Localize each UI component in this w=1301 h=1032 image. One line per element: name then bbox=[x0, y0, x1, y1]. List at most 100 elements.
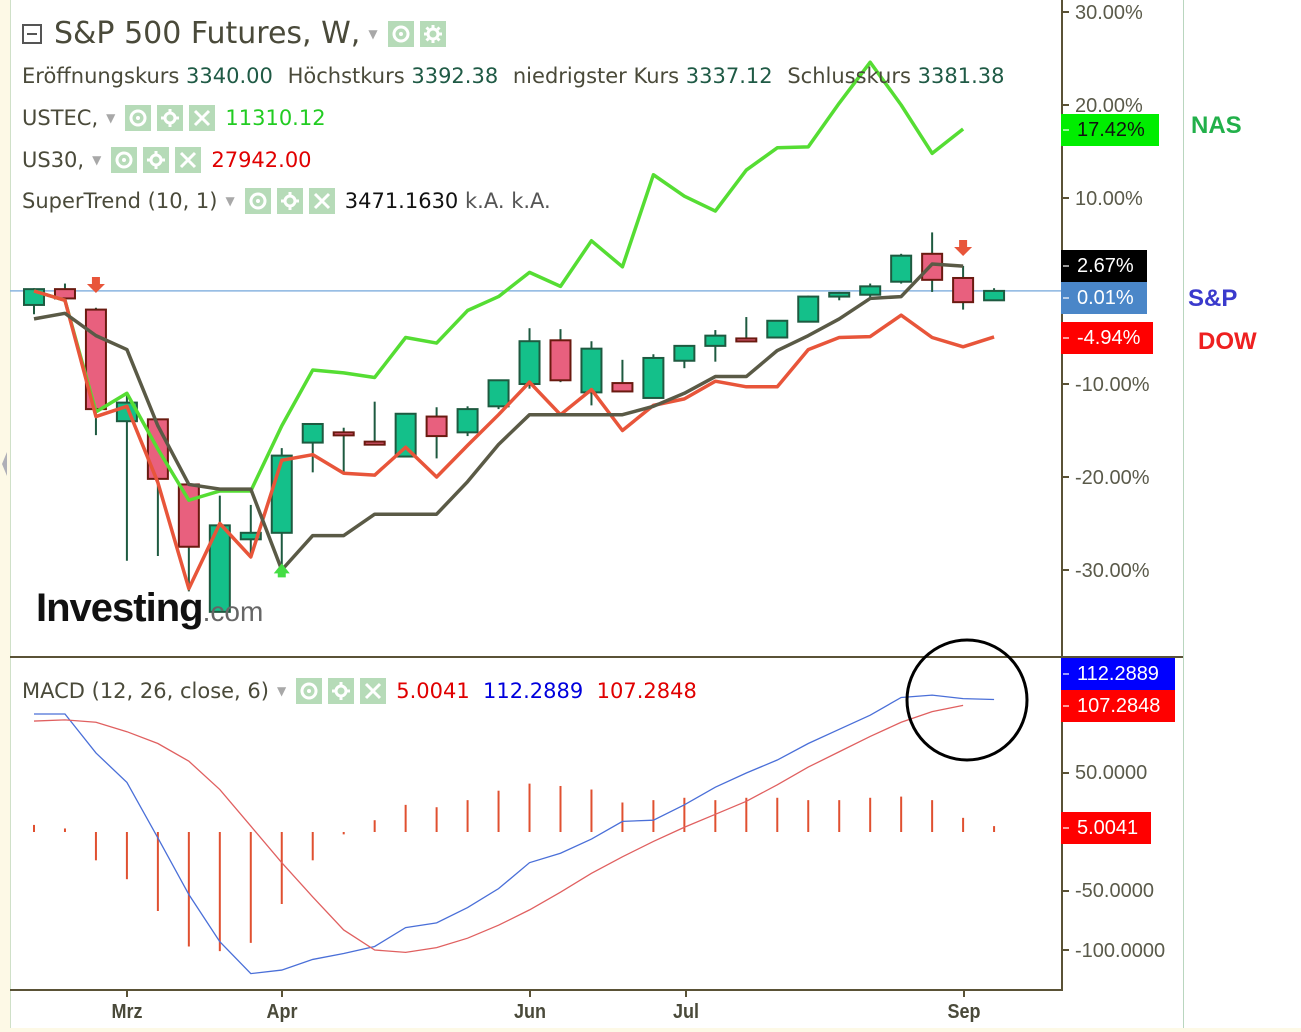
price-axis-tick: 30.00% bbox=[1075, 2, 1143, 24]
eye-icon[interactable] bbox=[296, 678, 323, 704]
chevron-down-icon[interactable]: ▼ bbox=[92, 153, 102, 167]
bullish-candle bbox=[642, 356, 665, 399]
overlay-supertrend-name[interactable]: SuperTrend (10, 1) bbox=[22, 189, 218, 213]
annotation-circle bbox=[905, 638, 1029, 762]
chevron-down-icon[interactable]: ▼ bbox=[276, 684, 287, 698]
overlay-us30-row: US30, ▼ 27942.00 bbox=[22, 147, 312, 173]
eye-icon[interactable] bbox=[111, 147, 138, 173]
gear-icon[interactable] bbox=[276, 188, 303, 214]
bearish-candle bbox=[611, 382, 634, 393]
price-axis-tick: 10.00% bbox=[1075, 188, 1143, 210]
ohlc-row: Eröffnungskurs 3340.00 Höchstkurs 3392.3… bbox=[22, 64, 1004, 88]
bearish-candle bbox=[332, 431, 355, 437]
macd-hist-tag: 5.0041 bbox=[1061, 812, 1151, 844]
chevron-down-icon[interactable]: ▼ bbox=[368, 26, 378, 41]
macd-name[interactable]: MACD (12, 26, close, 6) bbox=[22, 679, 269, 703]
bullish-candle bbox=[673, 344, 696, 362]
collapse-legend-icon[interactable] bbox=[22, 23, 42, 44]
bearish-candle bbox=[363, 440, 386, 446]
investing-logo: Investing.com bbox=[36, 586, 263, 631]
macd-line-value: 112.2889 bbox=[483, 679, 584, 703]
bullish-candle bbox=[704, 334, 727, 347]
supertrend-price-tag: 2.67% bbox=[1061, 250, 1147, 282]
macd-signal-tag: 107.2848 bbox=[1061, 690, 1175, 722]
overlay-us30-value: 27942.00 bbox=[211, 148, 312, 172]
overlay-supertrend-value: 3471.1630 bbox=[344, 189, 459, 213]
collapse-handle-icon[interactable] bbox=[2, 452, 8, 476]
close-icon[interactable] bbox=[189, 105, 216, 131]
gear-icon[interactable] bbox=[419, 20, 446, 47]
nas-line bbox=[33, 60, 965, 502]
overlay-us30-name[interactable]: US30, bbox=[22, 148, 85, 172]
close-icon[interactable] bbox=[175, 147, 202, 173]
overlay-ustec-row: USTEC, ▼ 11310.12 bbox=[22, 105, 326, 131]
bullish-candle bbox=[456, 408, 479, 434]
chevron-down-icon[interactable]: ▼ bbox=[106, 111, 116, 125]
overlay-ustec-value: 11310.12 bbox=[225, 106, 326, 130]
sp-annotation: S&P bbox=[1188, 285, 1238, 312]
time-axis-label: Apr bbox=[266, 1001, 298, 1023]
bullish-candle bbox=[301, 422, 324, 444]
bullish-candle bbox=[239, 531, 262, 541]
time-axis-label: Sep bbox=[947, 1001, 981, 1023]
price-axis-tick: -20.00% bbox=[1075, 467, 1150, 489]
bullish-candle bbox=[518, 340, 541, 385]
logo-main-text: Investing bbox=[36, 586, 204, 630]
bullish-candle bbox=[766, 319, 789, 339]
right-border bbox=[1183, 0, 1184, 1032]
macd-line bbox=[34, 694, 995, 975]
bearish-candle bbox=[952, 276, 975, 304]
chevron-down-icon[interactable]: ▼ bbox=[225, 194, 235, 208]
bullish-candle bbox=[797, 295, 820, 323]
price-axis-tick: -10.00% bbox=[1075, 374, 1150, 396]
sp-price-tag: 0.01% bbox=[1061, 282, 1147, 314]
close-value: 3381.38 bbox=[917, 64, 1005, 88]
macd-legend-row: MACD (12, 26, close, 6) ▼ 5.0041 112.288… bbox=[22, 678, 697, 704]
bearish-candle bbox=[921, 252, 944, 281]
bullish-candle bbox=[859, 285, 882, 296]
overlay-ustec-name[interactable]: USTEC, bbox=[22, 106, 99, 130]
symbol-title[interactable]: S&P 500 Futures, W, bbox=[54, 16, 361, 51]
macd-signal-value: 107.2848 bbox=[596, 679, 697, 703]
high-label: Höchstkurs bbox=[287, 64, 405, 88]
overlay-supertrend-extra-2: k.A. bbox=[511, 189, 551, 213]
close-icon[interactable] bbox=[308, 188, 335, 214]
gear-icon[interactable] bbox=[157, 105, 184, 131]
price-axis-tick: 20.00% bbox=[1075, 95, 1143, 117]
eye-icon[interactable] bbox=[244, 188, 271, 214]
eye-icon[interactable] bbox=[125, 105, 152, 131]
bullish-candle bbox=[828, 291, 851, 298]
macd-hist-value: 5.0041 bbox=[396, 679, 470, 703]
bullish-candle bbox=[580, 347, 603, 394]
left-sidebar-strip bbox=[0, 0, 11, 1032]
down-arrow-icon bbox=[954, 240, 973, 256]
gear-icon[interactable] bbox=[143, 147, 170, 173]
time-axis-label: Jul bbox=[672, 1001, 700, 1023]
price-axis-tick: -30.00% bbox=[1075, 560, 1150, 582]
macd-axis-tick: -50.0000 bbox=[1075, 880, 1154, 902]
bearish-candle bbox=[177, 483, 200, 548]
gear-icon[interactable] bbox=[328, 678, 355, 704]
close-icon[interactable] bbox=[360, 678, 387, 704]
bullish-candle bbox=[394, 412, 417, 458]
time-axis-label: Mrz bbox=[111, 1001, 143, 1023]
logo-suffix-text: .com bbox=[202, 596, 264, 627]
bullish-candle bbox=[983, 289, 1006, 302]
signal-line bbox=[33, 704, 964, 954]
dow-annotation: DOW bbox=[1198, 328, 1257, 355]
up-arrow-icon bbox=[273, 563, 290, 578]
bearish-candle bbox=[425, 415, 448, 438]
bottom-border bbox=[0, 1028, 1301, 1032]
open-value: 3340.00 bbox=[186, 64, 273, 88]
overlay-supertrend-extra-1: k.A. bbox=[464, 189, 505, 213]
eye-icon[interactable] bbox=[387, 20, 414, 47]
bearish-candle bbox=[735, 337, 758, 343]
dow-line bbox=[33, 289, 995, 591]
bearish-candle bbox=[549, 339, 572, 382]
bullish-candle bbox=[890, 254, 913, 283]
high-value: 3392.38 bbox=[411, 64, 499, 88]
open-label: Eröffnungskurs bbox=[22, 64, 180, 88]
close-label: Schlusskurs bbox=[787, 64, 911, 88]
nas-price-tag: 17.42% bbox=[1061, 114, 1159, 146]
